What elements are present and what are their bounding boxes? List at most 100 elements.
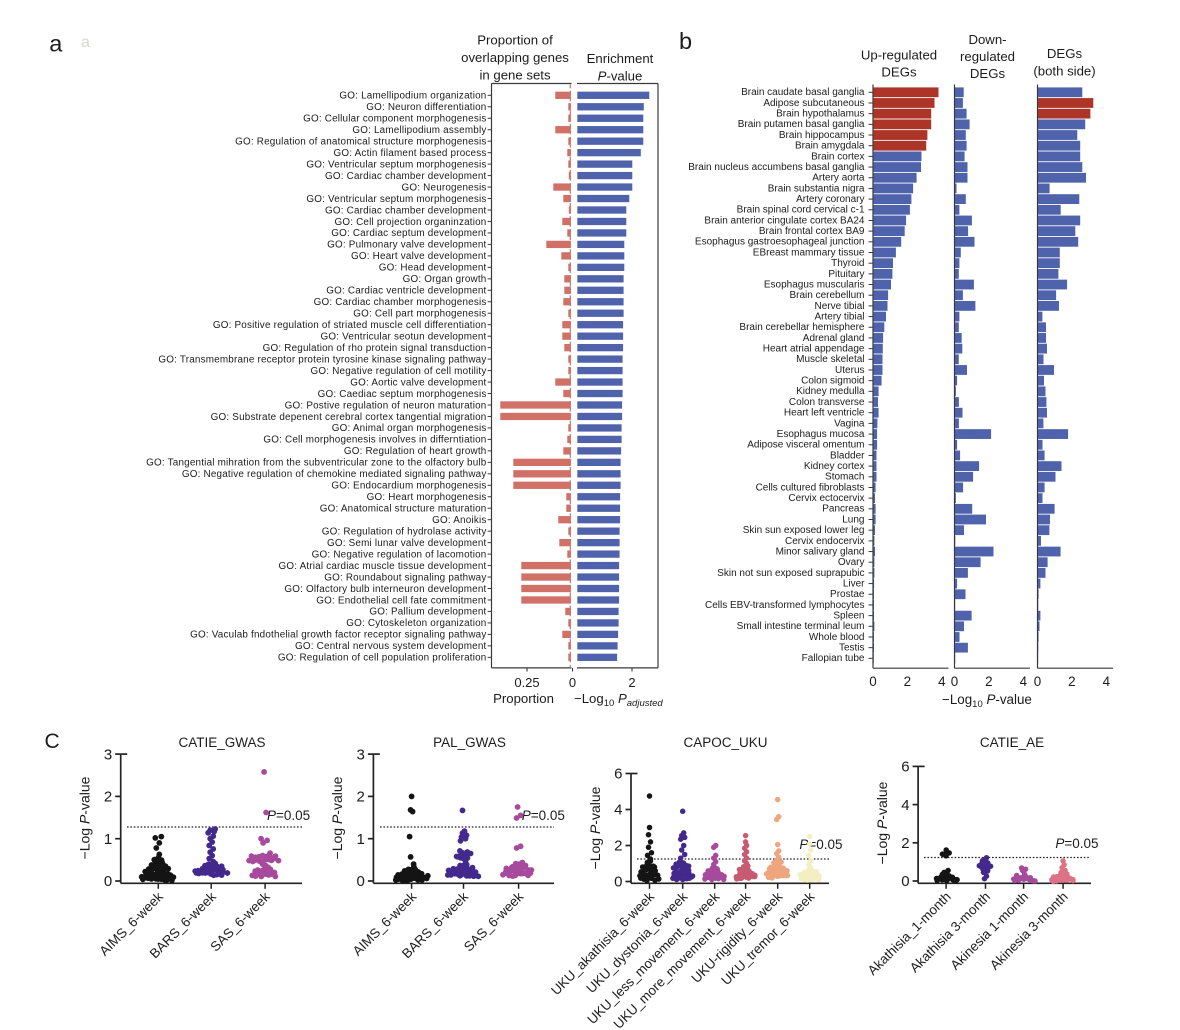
svg-text:in gene sets: in gene sets <box>479 68 551 83</box>
svg-text:GO: Regulation of cell populat: GO: Regulation of cell population prolif… <box>278 653 487 664</box>
svg-text:Esophagus mucosa: Esophagus mucosa <box>777 429 865 440</box>
svg-text:Brain spinal cord cervical c-1: Brain spinal cord cervical c-1 <box>737 205 865 216</box>
svg-text:CATIE_GWAS: CATIE_GWAS <box>178 735 265 750</box>
svg-text:GO: Transmembrane receptor pro: GO: Transmembrane receptor protein tyros… <box>158 354 486 365</box>
svg-text:Enrichment: Enrichment <box>587 51 654 66</box>
svg-text:2: 2 <box>904 674 911 689</box>
svg-text:GO: Regulation of hydrolase ac: GO: Regulation of hydrolase activity <box>322 527 487 538</box>
svg-text:(both side): (both side) <box>1033 64 1095 79</box>
svg-text:GO: Cardiac chamber developmen: GO: Cardiac chamber development <box>325 171 487 182</box>
svg-text:Brain cerebellar hemisphere: Brain cerebellar hemisphere <box>739 322 865 333</box>
svg-text:Thyroid: Thyroid <box>831 258 864 269</box>
svg-text:P=0.05: P=0.05 <box>1055 836 1098 851</box>
svg-text:Brain hypothalamus: Brain hypothalamus <box>776 109 864 120</box>
svg-text:−Log10 P-value: −Log10 P-value <box>942 692 1032 710</box>
svg-text:Skin sun exposed lower leg: Skin sun exposed lower leg <box>743 525 865 536</box>
svg-text:GO: Cell part morphogenesis: GO: Cell part morphogenesis <box>353 309 486 320</box>
svg-text:GO: Organ growth: GO: Organ growth <box>403 274 487 285</box>
svg-text:1: 1 <box>357 831 365 848</box>
svg-text:Kidney cortex: Kidney cortex <box>804 461 865 472</box>
svg-text:−Log P-value: −Log P-value <box>587 786 603 869</box>
svg-text:0: 0 <box>104 873 112 890</box>
svg-text:regulated: regulated <box>960 49 1015 64</box>
svg-text:Brain cerebellum: Brain cerebellum <box>789 290 864 301</box>
svg-text:GO: Lamellipodium organization: GO: Lamellipodium organization <box>339 91 486 102</box>
svg-text:4: 4 <box>938 674 946 689</box>
svg-text:4: 4 <box>614 802 622 819</box>
svg-text:GO: Roundabout signaling pathw: GO: Roundabout signaling pathway <box>324 572 486 583</box>
svg-text:4: 4 <box>901 797 909 814</box>
svg-text:GO: Regulation of anatomical s: GO: Regulation of anatomical structure m… <box>235 137 486 148</box>
svg-text:GO: Ventricular septum morphog: GO: Ventricular septum morphogenesis <box>306 194 486 205</box>
svg-text:Nerve tibial: Nerve tibial <box>814 301 864 312</box>
svg-text:Skin not sun exposed suprapubi: Skin not sun exposed suprapubic <box>717 568 864 579</box>
svg-text:Prostae: Prostae <box>830 589 865 600</box>
svg-text:DEGs: DEGs <box>1047 46 1083 61</box>
svg-text:2: 2 <box>901 835 909 852</box>
svg-text:GO: Cell morphogenesis involve: GO: Cell morphogenesis involves in diffe… <box>263 435 486 446</box>
svg-text:0.25: 0.25 <box>514 675 539 690</box>
svg-text:GO: Aortic valve development: GO: Aortic valve development <box>350 377 486 388</box>
svg-text:C: C <box>45 730 60 753</box>
svg-text:Heart left ventricle: Heart left ventricle <box>784 408 865 419</box>
svg-text:Pancreas: Pancreas <box>822 504 864 515</box>
svg-text:Uterus: Uterus <box>835 365 864 376</box>
svg-text:Bladder: Bladder <box>830 450 865 461</box>
svg-text:−Log P-value: −Log P-value <box>874 781 890 864</box>
svg-text:3: 3 <box>104 746 112 763</box>
svg-text:GO: Substrate depenent cerebra: GO: Substrate depenent cerebral cortex t… <box>211 412 487 423</box>
svg-text:GO: Cell projection organinzat: GO: Cell projection organinzation <box>334 217 486 228</box>
svg-text:GO: Neuron differentiation: GO: Neuron differentiation <box>366 102 486 113</box>
svg-text:Cells cultured fibroblasts: Cells cultured fibroblasts <box>756 482 865 493</box>
svg-text:GO: Regulation of rho protein: GO: Regulation of rho protein signal tra… <box>263 343 487 354</box>
svg-text:Brain frontal cortex BA9: Brain frontal cortex BA9 <box>759 226 865 237</box>
svg-text:0: 0 <box>1034 674 1041 689</box>
svg-text:GO: Cardiac chamber developmen: GO: Cardiac chamber development <box>325 205 487 216</box>
svg-text:0: 0 <box>869 674 876 689</box>
svg-text:Cervix ectocervix: Cervix ectocervix <box>788 493 864 504</box>
svg-text:EBreast mammary tissue: EBreast mammary tissue <box>753 247 865 258</box>
svg-text:Brain caudate basal ganglia: Brain caudate basal ganglia <box>741 87 865 98</box>
svg-text:2: 2 <box>985 674 992 689</box>
svg-text:DEGs: DEGs <box>881 65 917 80</box>
svg-text:−Log P-value: −Log P-value <box>329 776 345 859</box>
svg-text:GO: Endothelial cell fate comm: GO: Endothelial cell fate commitment <box>316 595 486 606</box>
svg-text:Brain anterior cingulate corte: Brain anterior cingulate cortex BA24 <box>704 215 865 226</box>
svg-text:0: 0 <box>357 873 365 890</box>
svg-text:Muscle skeletal: Muscle skeletal <box>796 354 864 365</box>
svg-text:GO: Endocardium morphogenesis: GO: Endocardium morphogenesis <box>331 481 486 492</box>
svg-text:Brain substantia nigra: Brain substantia nigra <box>768 183 865 194</box>
svg-text:GO: Pallium development: GO: Pallium development <box>369 607 486 618</box>
svg-text:Esophagus gastroesophageal jun: Esophagus gastroesophageal junction <box>695 237 865 248</box>
svg-text:0: 0 <box>569 675 576 690</box>
svg-text:2: 2 <box>628 675 635 690</box>
svg-text:Brain nucleus accumbens basal: Brain nucleus accumbens basal ganglia <box>688 162 865 173</box>
svg-text:3: 3 <box>357 746 365 763</box>
svg-text:0: 0 <box>901 873 909 890</box>
svg-text:Proportion: Proportion <box>493 691 554 706</box>
svg-text:Up-regulated: Up-regulated <box>861 48 937 63</box>
svg-text:Esophagus muscularis: Esophagus muscularis <box>764 279 865 290</box>
svg-text:GO: Cardiac chamber morphogene: GO: Cardiac chamber morphogenesis <box>314 297 487 308</box>
svg-text:Brain hippocampus: Brain hippocampus <box>779 130 865 141</box>
svg-text:GO: Heart morphogenesis: GO: Heart morphogenesis <box>367 492 487 503</box>
svg-text:P=0.05: P=0.05 <box>522 808 565 823</box>
svg-text:GO: Semi lunar valve developme: GO: Semi lunar valve development <box>327 538 487 549</box>
svg-text:Brain putamen basal ganglia: Brain putamen basal ganglia <box>738 119 865 130</box>
svg-text:GO: Pulmonary valve developmen: GO: Pulmonary valve development <box>327 240 486 251</box>
svg-text:CAPOC_UKU: CAPOC_UKU <box>683 735 767 750</box>
svg-text:2: 2 <box>104 789 112 806</box>
svg-text:−Log P-value: −Log P-value <box>77 776 93 859</box>
svg-text:GO: Central nervous system dev: GO: Central nervous system development <box>295 641 487 652</box>
svg-text:4: 4 <box>1020 674 1028 689</box>
svg-text:GO: Negative regulation of lac: GO: Negative regulation of lacomotion <box>312 549 487 560</box>
svg-text:GO: Tangential mihration from: GO: Tangential mihration from the subven… <box>146 458 487 469</box>
svg-text:2: 2 <box>357 789 365 806</box>
svg-text:P=0.05: P=0.05 <box>799 837 842 852</box>
svg-text:a: a <box>81 34 90 51</box>
svg-text:1: 1 <box>104 831 112 848</box>
svg-text:GO: Regulation of heart growth: GO: Regulation of heart growth <box>344 446 487 457</box>
svg-text:GO: Lamellipodium assembly: GO: Lamellipodium assembly <box>352 125 486 136</box>
svg-text:Kidney medulla: Kidney medulla <box>796 386 865 397</box>
svg-text:Spleen: Spleen <box>833 611 864 622</box>
